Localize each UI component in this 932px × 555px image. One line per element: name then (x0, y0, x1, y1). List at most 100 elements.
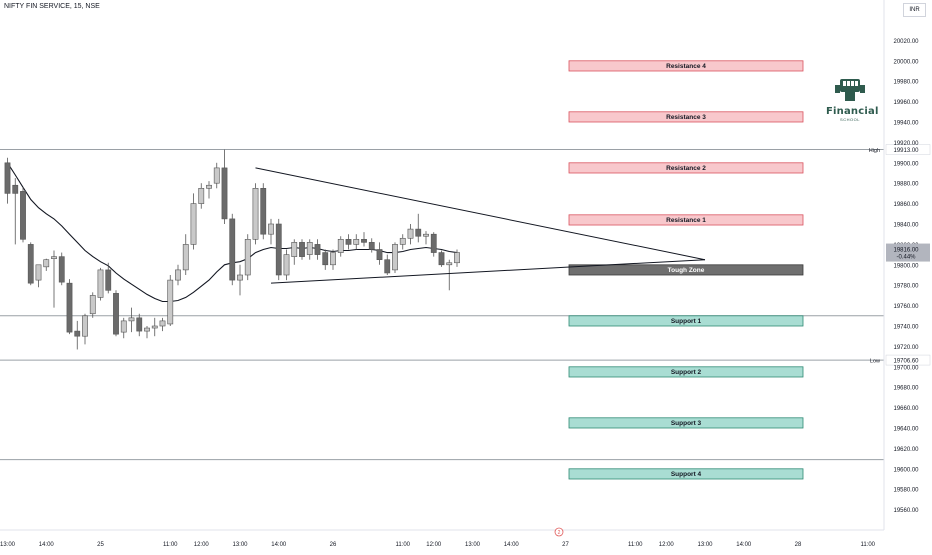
candle-body (66, 282, 73, 333)
candle (229, 213, 236, 286)
candle (27, 242, 34, 286)
candle-body (20, 191, 26, 240)
candle (268, 218, 274, 245)
zone-box (568, 417, 804, 429)
trendline (270, 259, 706, 284)
candle (213, 162, 220, 189)
x-tick-label: 27 (562, 542, 569, 548)
candle (136, 313, 143, 337)
candle-body (299, 242, 305, 257)
y-tick-label: 19880.00 (893, 182, 919, 188)
zone-box (568, 366, 804, 378)
event-marker[interactable]: 2 (554, 527, 564, 537)
price-axis[interactable]: High 19913.00 Low 19706.60 19560.00 19580.00 1… (869, 0, 931, 530)
symbol-title: NIFTY FIN SERVICE, 15, NSE (4, 3, 100, 10)
y-tick-label: 19640.00 (893, 427, 919, 433)
y-tick-label: 19840.00 (893, 223, 919, 229)
x-tick-label: 12:00 (194, 542, 210, 548)
candle (35, 264, 42, 288)
candle (97, 267, 104, 301)
price-line-value: 19913.00 (893, 148, 919, 154)
x-tick-label: 14:00 (39, 542, 55, 548)
candle-body (89, 295, 96, 315)
candle (345, 234, 352, 250)
candle-body (43, 259, 50, 268)
candle-body (244, 239, 251, 276)
zone-label: Support 1 (671, 318, 702, 325)
candle (237, 264, 243, 296)
candle-body (423, 233, 429, 237)
x-tick-label: 14:00 (736, 542, 752, 548)
zone-box (568, 111, 804, 123)
candle-body (306, 242, 313, 255)
candle-body (175, 269, 181, 281)
candle-body (337, 239, 344, 253)
zone-box (568, 468, 804, 480)
y-tick-label: 19600.00 (893, 467, 919, 473)
y-tick-label: 19800.00 (893, 263, 919, 269)
candle-body (275, 223, 282, 276)
zone-box (568, 264, 804, 276)
candle (82, 313, 88, 345)
y-tick-label: 20020.00 (893, 39, 919, 45)
candle (105, 262, 112, 294)
x-tick-label: 14:00 (504, 542, 520, 548)
candle (20, 187, 26, 243)
candle-body (128, 317, 135, 322)
zones-layer: Resistance 4 Resistance 3 Resistance 2 Resi… (568, 60, 804, 480)
candle (74, 320, 81, 350)
candle-body (12, 184, 19, 194)
y-tick-label: 19920.00 (893, 141, 919, 147)
y-tick-label: 19860.00 (893, 202, 919, 208)
candle-body (392, 244, 398, 271)
zone-label: Support 2 (671, 369, 702, 376)
current-price-change: -0.44% (896, 255, 916, 261)
candle (89, 292, 96, 318)
candle (376, 242, 383, 265)
x-tick-label: 26 (330, 542, 337, 548)
candle (275, 218, 282, 281)
x-tick-label: 11:00 (163, 542, 178, 548)
candle (144, 326, 150, 339)
candle-body (430, 233, 437, 253)
candle-body (221, 167, 228, 220)
candle (446, 259, 453, 291)
x-tick-label: 13:00 (232, 542, 248, 548)
candle (368, 238, 375, 253)
candle-body (260, 188, 267, 235)
candle (454, 249, 460, 267)
x-tick-label: 25 (97, 542, 104, 548)
candle-body (136, 317, 143, 332)
candle (244, 234, 251, 281)
zone-label: Support 3 (671, 420, 702, 427)
trendlines-layer (255, 167, 706, 284)
candle-body (399, 237, 406, 245)
candle (12, 178, 19, 245)
y-tick-label: 19740.00 (893, 325, 919, 331)
price-lines-layer (0, 149, 884, 461)
candle-body (376, 249, 383, 260)
candle-body (314, 244, 321, 255)
candle-body (97, 269, 104, 298)
candle-body (283, 254, 290, 276)
candle (206, 181, 212, 199)
x-tick-label: 13:00 (697, 542, 713, 548)
event-marker-label: 2 (558, 530, 561, 536)
candle (423, 231, 429, 245)
x-tick-label: 28 (795, 542, 802, 548)
y-tick-label: 19620.00 (893, 447, 919, 453)
y-tick-label: 19680.00 (893, 386, 919, 392)
candle-body (368, 242, 375, 250)
price-line-tag (885, 354, 931, 366)
current-price-tag (886, 243, 930, 262)
x-tick-label: 11:00 (628, 542, 643, 548)
time-axis[interactable]: 13:00 14:00 25 11:00 12:00 13:00 14:00 26 11:00 1… (0, 529, 884, 548)
candle (167, 275, 174, 326)
x-tick-label: 11:00 (860, 542, 875, 548)
currency-button[interactable]: INR (903, 3, 926, 17)
y-tick-label: 19780.00 (893, 284, 919, 290)
y-tick-label: 19760.00 (893, 304, 919, 310)
y-tick-label: 19900.00 (893, 161, 919, 167)
